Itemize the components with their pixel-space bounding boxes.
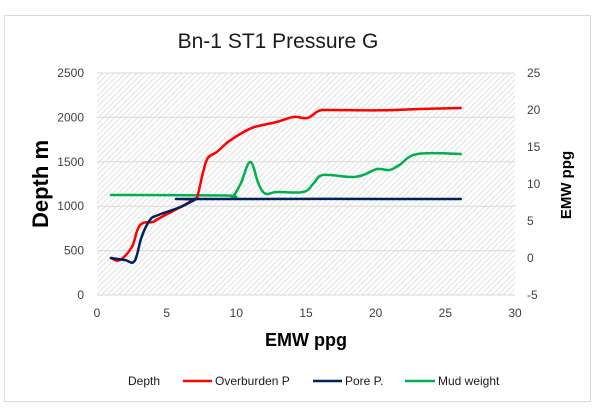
y-tick-label: 500 (64, 244, 84, 258)
x-tick-label: 30 (508, 306, 522, 320)
plot-area (97, 73, 515, 295)
y2-tick-label: 5 (527, 214, 534, 228)
series-line-mud-weight (109, 151, 462, 199)
y-tick-label: 0 (77, 288, 84, 302)
y-tick-label: 2000 (57, 110, 84, 124)
series-lines (109, 106, 462, 264)
y2-tick-label: 20 (527, 103, 541, 117)
y-tick-label: 2500 (57, 66, 84, 80)
x-axis-title: EMW ppg (265, 330, 347, 350)
legend-label-depth: Depth (128, 374, 160, 388)
x-axis-ticks: 0 5 10 15 20 25 30 (94, 306, 522, 320)
y2-tick-label: 25 (527, 66, 541, 80)
series-line-overburden-p (109, 106, 462, 262)
y2-tick-label: 15 (527, 140, 541, 154)
y2-axis-title: EMW ppg (558, 151, 575, 219)
y-axis-title: Depth m (28, 140, 53, 228)
y-axis-ticks: 0 500 1000 1500 2000 2500 (57, 66, 84, 302)
y-tick-label: 1500 (57, 155, 84, 169)
chart-title: Bn-1 ST1 Pressure G (178, 30, 379, 53)
x-tick-label: 20 (369, 306, 383, 320)
y2-tick-label: 0 (527, 251, 534, 265)
legend: Depth Overburden P Pore P. Mud weight (128, 374, 500, 388)
x-tick-label: 25 (439, 306, 453, 320)
series-line-pore-p (109, 197, 462, 264)
legend-label-overburden: Overburden P (215, 374, 290, 388)
legend-label-pore: Pore P. (345, 374, 383, 388)
y2-tick-label: 10 (527, 177, 541, 191)
y-tick-label: 1000 (57, 199, 84, 213)
x-tick-label: 15 (299, 306, 313, 320)
y2-axis-ticks: -5 0 5 10 15 20 25 (527, 66, 541, 302)
x-tick-label: 5 (163, 306, 170, 320)
y2-tick-label: -5 (527, 288, 538, 302)
legend-label-mud-weight: Mud weight (438, 374, 500, 388)
x-tick-label: 10 (230, 306, 244, 320)
x-tick-label: 0 (94, 306, 101, 320)
